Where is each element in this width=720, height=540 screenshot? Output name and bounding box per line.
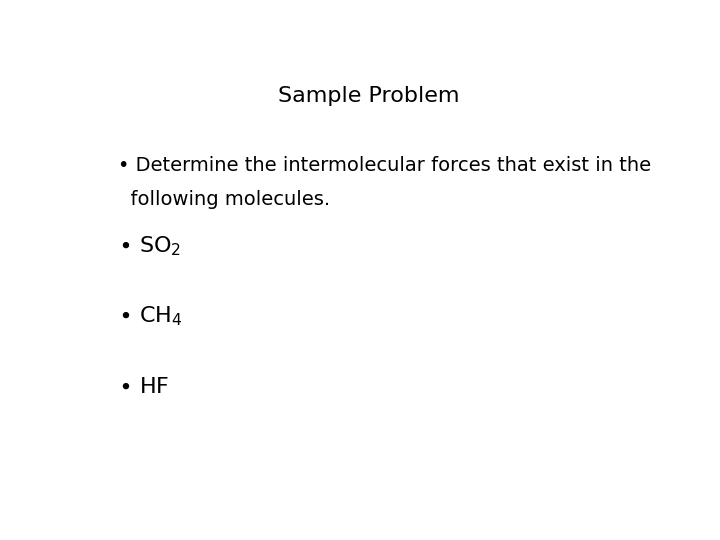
Text: $\bullet$ CH$_4$: $\bullet$ CH$_4$ [118,305,182,328]
Text: $\bullet$ SO$_2$: $\bullet$ SO$_2$ [118,234,181,258]
Text: Sample Problem: Sample Problem [278,85,460,106]
Text: • Determine the intermolecular forces that exist in the: • Determine the intermolecular forces th… [118,156,651,176]
Text: $\bullet$ HF: $\bullet$ HF [118,377,169,397]
Text: following molecules.: following molecules. [118,190,330,208]
